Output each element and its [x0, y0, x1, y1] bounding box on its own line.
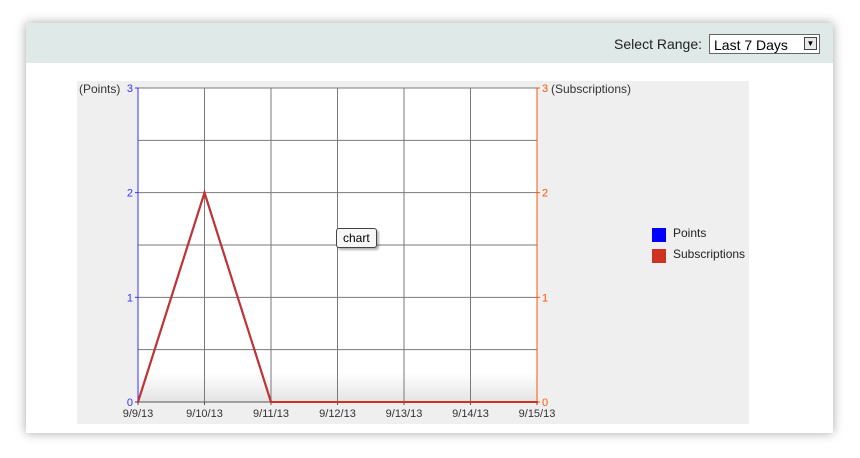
range-label: Select Range:: [614, 36, 702, 52]
x-axis-tick-label: 9/15/13: [519, 408, 556, 420]
x-axis-tick-label: 9/11/13: [253, 408, 289, 420]
data-point-subscriptions: [203, 191, 206, 194]
data-point-subscriptions: [469, 401, 472, 403]
left-axis-tick-label: 2: [127, 188, 133, 200]
left-axis-tick-label: 0: [127, 397, 133, 409]
toolbar: Select Range: Last 7 Days ▼: [26, 23, 833, 63]
data-point-subscriptions: [536, 401, 538, 403]
chart-area: 0 1 2 3 0 1 2 3 (Points) (Subscriptions) 9/9/13 9/1…: [77, 81, 749, 424]
right-axis-title: (Subscriptions): [551, 82, 631, 96]
x-axis-tick-label: 9/10/13: [186, 408, 223, 420]
data-point-subscriptions: [270, 401, 272, 403]
x-axis-tick-label: 9/12/13: [319, 408, 356, 420]
left-axis-tick-label: 1: [127, 292, 133, 304]
line-chart: 0 1 2 3 0 1 2 3 (Points) (Subscriptions) 9/9/13 9/1…: [79, 82, 631, 420]
data-point-subscriptions: [336, 401, 339, 403]
chart-tooltip: chart: [336, 228, 377, 248]
range-select[interactable]: Last 7 Days ▼: [709, 34, 820, 54]
data-point-subscriptions: [403, 401, 405, 403]
x-axis-tick-label: 9/9/13: [123, 408, 154, 420]
right-axis-tick-label: 2: [542, 188, 548, 200]
x-axis-tick-label: 9/14/13: [452, 408, 489, 420]
right-axis-tick-label: 3: [542, 83, 548, 95]
left-axis-title: (Points): [79, 82, 120, 96]
left-axis-tick-label: 3: [127, 83, 133, 95]
right-axis-tick-label: 1: [542, 292, 548, 304]
data-point-subscriptions: [137, 401, 139, 403]
legend-swatch-subscriptions: [652, 249, 666, 263]
chevron-down-icon[interactable]: ▼: [804, 37, 817, 50]
legend-swatch-points: [652, 228, 666, 242]
range-select-value: Last 7 Days: [714, 37, 788, 53]
legend-label-subscriptions: Subscriptions: [673, 247, 746, 261]
x-axis-tick-label: 9/13/13: [386, 408, 423, 420]
right-axis-tick-label: 0: [542, 397, 548, 409]
legend-label-points: Points: [673, 226, 707, 240]
